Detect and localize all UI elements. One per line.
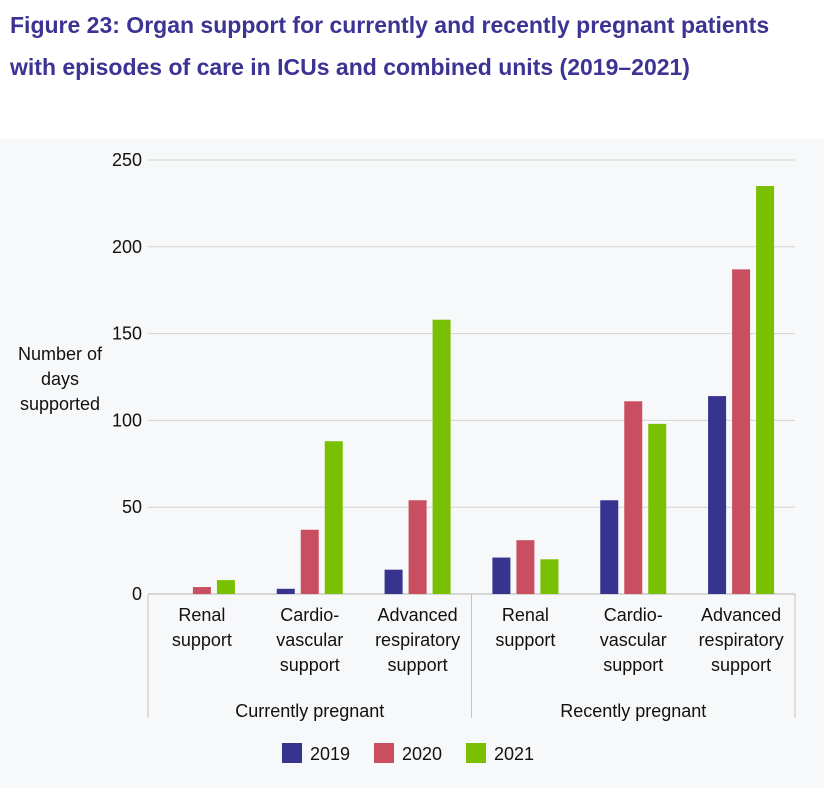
category-label: Cardio- — [604, 605, 663, 625]
bar-2021 — [216, 580, 235, 594]
bar-2019 — [384, 569, 403, 594]
category-label: support — [280, 655, 340, 675]
y-axis-label: Number of days supported — [2, 342, 118, 417]
bar-2021 — [756, 186, 775, 595]
legend-swatch-2020 — [374, 743, 394, 763]
bar-2019 — [708, 396, 727, 594]
chart-title: Figure 23: Organ support for currently a… — [10, 12, 770, 80]
bar-2021 — [324, 441, 343, 594]
bar-2021 — [432, 319, 451, 594]
category-label: Advanced — [701, 605, 781, 625]
category-label: respiratory — [699, 630, 784, 650]
legend-label: 2020 — [402, 744, 442, 764]
category-label: support — [603, 655, 663, 675]
legend-swatch-2021 — [466, 743, 486, 763]
y-tick-label: 250 — [112, 150, 142, 170]
bar-2020 — [516, 540, 535, 594]
category-label: vascular — [600, 630, 667, 650]
bar-2020 — [624, 401, 643, 594]
bar-2021 — [648, 423, 667, 594]
y-tick-label: 0 — [132, 584, 142, 604]
group-label: Recently pregnant — [560, 701, 706, 721]
bar-2019 — [600, 500, 619, 594]
bar-2020 — [192, 587, 211, 594]
y-tick-label: 200 — [112, 237, 142, 257]
bar-2020 — [300, 529, 319, 594]
category-label: vascular — [276, 630, 343, 650]
legend-swatch-2019 — [282, 743, 302, 763]
legend-label: 2019 — [310, 744, 350, 764]
y-axis-label-line: supported — [19, 394, 101, 414]
category-label: Advanced — [378, 605, 458, 625]
bar-2020 — [732, 269, 751, 594]
category-label: support — [172, 630, 232, 650]
y-tick-label: 50 — [122, 497, 142, 517]
category-label: Renal — [178, 605, 225, 625]
y-tick-label: 100 — [112, 410, 142, 430]
bar-2019 — [492, 557, 511, 594]
y-tick-label: 150 — [112, 324, 142, 344]
bar-2020 — [408, 500, 427, 594]
bar-2019 — [276, 588, 295, 594]
category-label: support — [495, 630, 555, 650]
category-label: support — [388, 655, 448, 675]
y-axis-label-line: days — [40, 369, 80, 389]
legend-label: 2021 — [494, 744, 534, 764]
category-label: respiratory — [375, 630, 460, 650]
y-axis-label-line: Number of — [17, 344, 103, 364]
category-label: Renal — [502, 605, 549, 625]
bar-2021 — [540, 559, 559, 594]
category-label: support — [711, 655, 771, 675]
category-label: Cardio- — [280, 605, 339, 625]
group-label: Currently pregnant — [235, 701, 384, 721]
